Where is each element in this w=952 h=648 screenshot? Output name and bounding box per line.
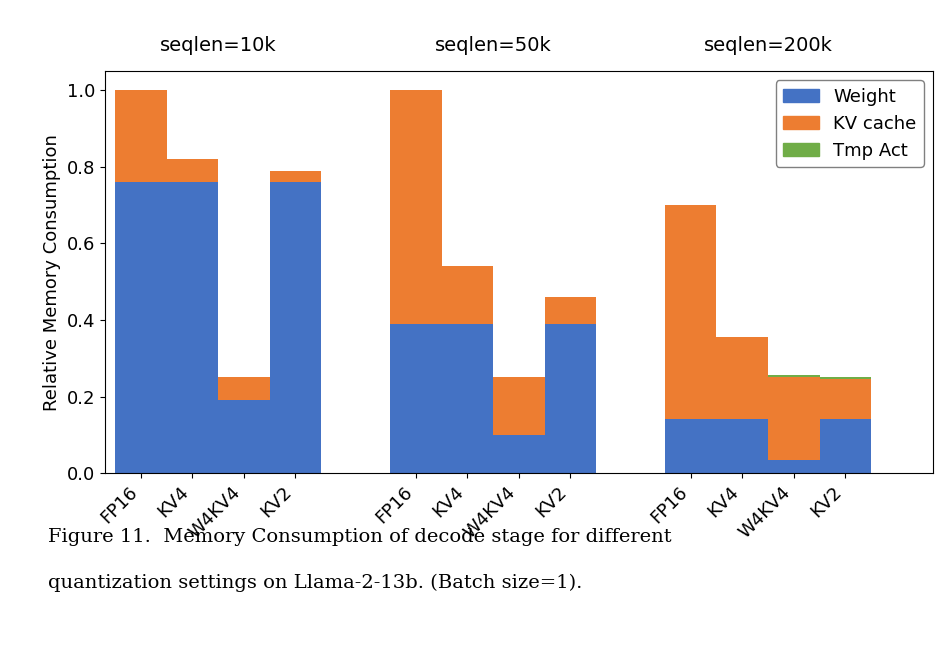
Bar [442,324,493,473]
Bar [545,324,596,473]
Text: seqlen=200k: seqlen=200k [704,36,832,55]
Bar [493,435,545,473]
Text: Figure 11.  Memory Consumption of decode stage for different: Figure 11. Memory Consumption of decode … [48,528,671,546]
Bar [545,297,596,324]
Y-axis label: Relative Memory Consumption: Relative Memory Consumption [43,133,61,411]
Bar [390,91,442,324]
Bar [664,205,717,419]
Bar [664,419,717,473]
Bar [717,419,768,473]
Bar [820,377,871,379]
Bar [768,377,820,459]
Bar [115,91,167,182]
Bar [768,375,820,377]
Bar [269,171,321,182]
Bar [820,419,871,473]
Bar [218,377,269,400]
Bar [820,379,871,419]
Bar [390,324,442,473]
Text: seqlen=10k: seqlen=10k [160,36,276,55]
Text: quantization settings on Llama-2-13b. (Batch size=1).: quantization settings on Llama-2-13b. (B… [48,573,582,592]
Bar [493,377,545,435]
Bar [167,182,218,473]
Bar [442,266,493,324]
Bar [167,159,218,182]
Bar [269,182,321,473]
Text: seqlen=50k: seqlen=50k [435,36,551,55]
Bar [115,182,167,473]
Bar [768,459,820,473]
Bar [717,337,768,419]
Legend: Weight, KV cache, Tmp Act: Weight, KV cache, Tmp Act [776,80,924,167]
Bar [218,400,269,473]
